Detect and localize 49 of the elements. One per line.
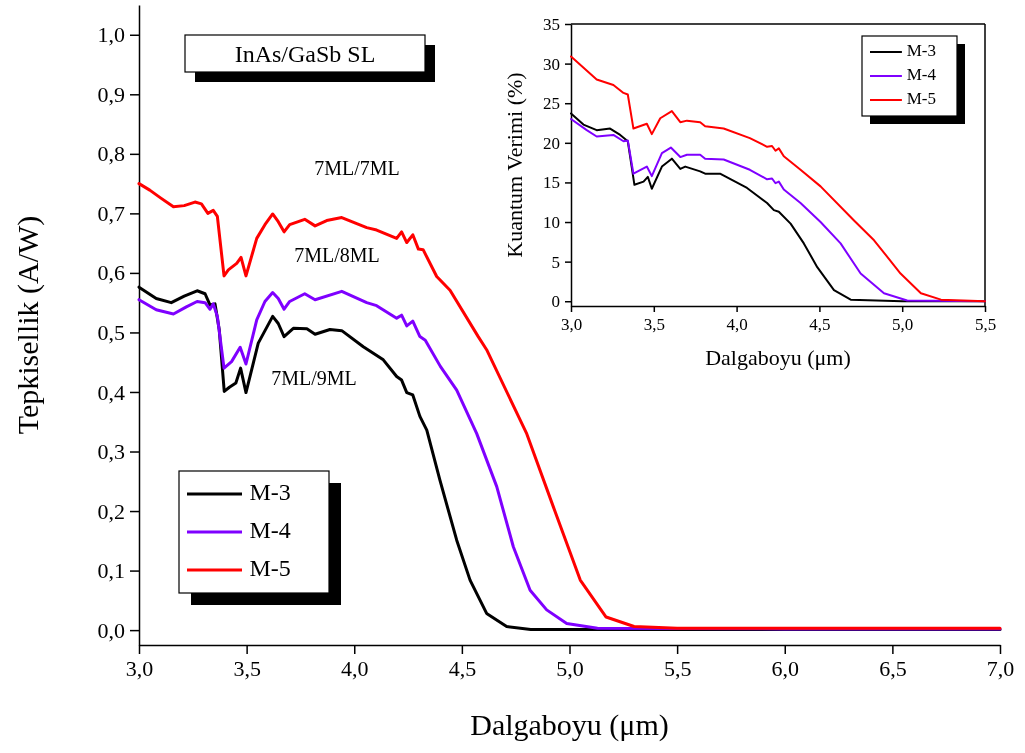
y-tick-label: 0,3 (97, 439, 125, 465)
x-tick-label: 4,0 (341, 655, 369, 681)
x-tick-label: 5,0 (892, 315, 914, 335)
legend-label: M-5 (249, 554, 291, 581)
y-tick-label: 10 (543, 212, 560, 232)
y-tick-label: 1,0 (97, 22, 125, 48)
y-tick-label: 35 (543, 14, 560, 34)
legend-label: M-3 (249, 478, 291, 505)
y-axis-title: Kuantum Verimi (%) (502, 72, 527, 258)
legend-label: M-5 (906, 88, 936, 108)
y-axis-title: Tepkisellik (A/W) (11, 215, 45, 435)
x-axis-title: Dalgaboyu (μm) (470, 708, 669, 742)
x-tick-label: 5,5 (663, 655, 692, 681)
y-tick-label: 0 (551, 292, 560, 312)
y-tick-label: 0,8 (97, 141, 125, 167)
x-tick-label: 5,0 (556, 655, 584, 681)
x-tick-label: 3,5 (643, 315, 665, 335)
annotation: InAs/GaSb SL (234, 40, 376, 67)
x-tick-label: 6,0 (771, 655, 799, 681)
y-tick-label: 0,4 (97, 379, 125, 405)
legend-label: M-3 (906, 40, 936, 60)
y-tick-label: 0,0 (97, 617, 125, 643)
x-tick-label: 3,0 (560, 315, 583, 335)
y-tick-label: 0,9 (97, 81, 125, 107)
x-tick-label: 4,0 (726, 315, 748, 335)
x-tick-label: 7,0 (986, 655, 1015, 681)
y-tick-label: 25 (543, 94, 560, 114)
x-tick-label: 5,5 (974, 315, 997, 335)
y-tick-label: 0,2 (97, 498, 125, 524)
x-tick-label: 3,0 (125, 655, 154, 681)
y-tick-label: 15 (543, 173, 560, 193)
y-tick-label: 5 (551, 252, 560, 272)
annotation: 7ML/7ML (314, 156, 400, 179)
legend-label: M-4 (249, 516, 291, 543)
y-tick-label: 20 (543, 133, 560, 153)
y-tick-label: 0,6 (97, 260, 125, 286)
x-tick-label: 6,5 (879, 655, 907, 681)
x-tick-label: 3,5 (233, 655, 261, 681)
y-tick-label: 0,7 (97, 200, 125, 226)
x-axis-title: Dalgaboyu (μm) (705, 345, 851, 370)
legend-label: M-4 (906, 64, 937, 84)
y-tick-label: 0,5 (97, 319, 125, 345)
y-tick-label: 30 (543, 54, 560, 74)
annotation: 7ML/9ML (271, 366, 357, 389)
x-tick-label: 4,5 (448, 655, 477, 681)
annotation: 7ML/8ML (294, 243, 380, 266)
x-tick-label: 4,5 (809, 315, 831, 335)
y-tick-label: 0,1 (97, 558, 125, 584)
line-series (570, 55, 986, 303)
